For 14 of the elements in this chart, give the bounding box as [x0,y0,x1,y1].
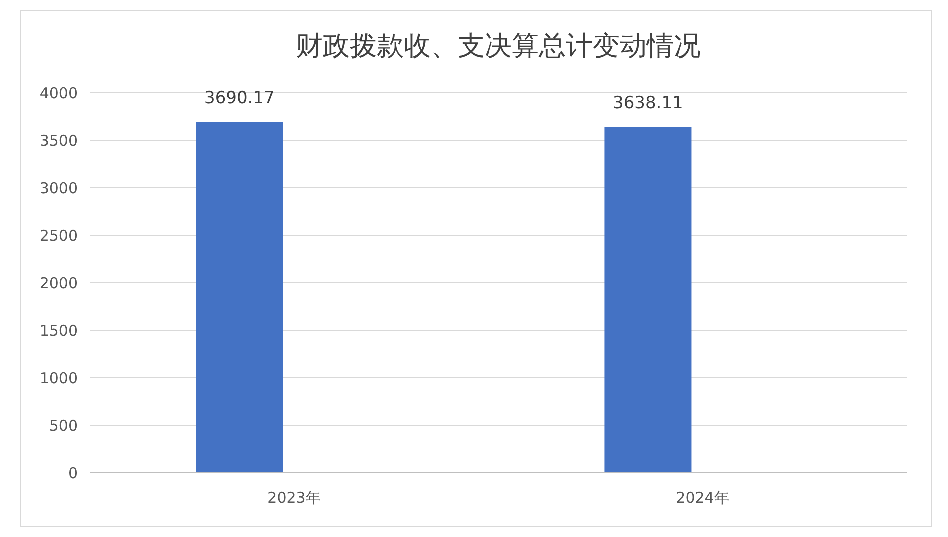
chart-title: 财政拨款收、支决算总计变动情况 [296,31,701,62]
x-tick-label: 2024年 [676,489,730,507]
data-label: 3638.11 [613,93,684,114]
data-label: 3690.17 [204,88,275,108]
y-tick-label: 2500 [40,226,78,245]
y-tick-label: 4000 [40,84,78,102]
y-tick-label: 3000 [40,179,78,198]
y-tick-label: 1500 [40,322,78,340]
x-tick-label: 2023年 [268,489,321,507]
y-tick-label: 2000 [40,274,78,292]
y-tick-label: 500 [49,416,78,435]
y-tick-label: 0 [68,464,78,482]
y-tick-label: 1000 [40,369,78,388]
y-tick-label: 3500 [40,132,78,150]
